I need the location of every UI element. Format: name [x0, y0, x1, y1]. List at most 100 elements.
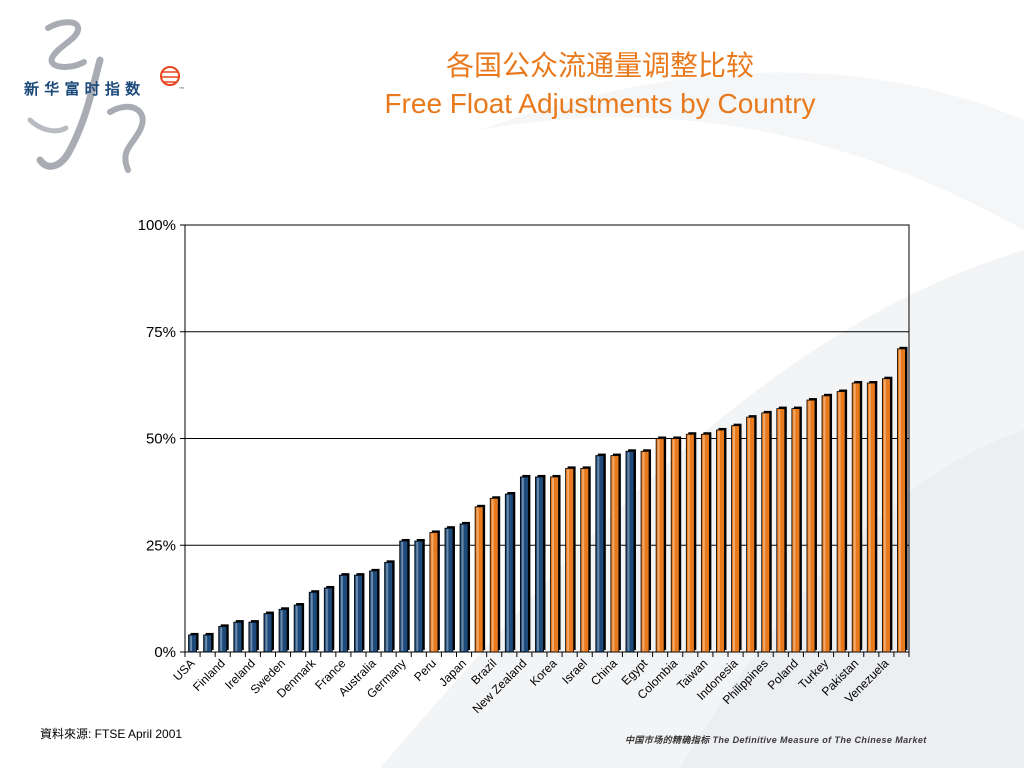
y-tick-label: 0% — [154, 644, 176, 661]
bar-highlight — [340, 576, 343, 651]
bar-highlight — [461, 524, 464, 651]
bar-highlight — [778, 409, 781, 651]
bar-face — [263, 613, 273, 653]
bar-face — [323, 587, 333, 653]
bar-face — [278, 608, 288, 653]
bar-face — [384, 561, 394, 653]
bar — [836, 389, 848, 653]
bar — [414, 538, 425, 653]
bar-highlight — [371, 571, 374, 651]
bar — [806, 398, 817, 653]
bar-highlight — [325, 588, 328, 651]
bar-highlight — [416, 541, 419, 651]
bar-highlight — [521, 477, 524, 651]
bar-highlight — [717, 430, 720, 651]
bar — [655, 436, 667, 653]
bar — [625, 449, 636, 653]
bar-face — [444, 527, 454, 653]
bar-face — [685, 433, 695, 653]
bar-face — [248, 621, 258, 653]
bar-highlight — [386, 563, 389, 651]
bar-highlight — [280, 610, 283, 651]
y-tick-label: 100% — [138, 217, 176, 234]
bar — [897, 346, 908, 653]
bar-highlight — [446, 529, 449, 651]
page-title-english: Free Float Adjustments by Country — [384, 88, 816, 119]
bar-face — [700, 433, 710, 653]
bar-face — [429, 532, 439, 653]
bar — [489, 496, 501, 653]
bar-face — [535, 476, 544, 653]
bar-highlight — [642, 452, 645, 651]
bar-highlight — [355, 576, 358, 651]
bar — [595, 453, 606, 653]
x-tick-label: Poland — [765, 656, 801, 692]
bar-highlight — [898, 349, 901, 651]
x-tick-label: China — [588, 656, 620, 688]
logo-trademark: ™ — [178, 86, 185, 94]
bar-face — [670, 438, 680, 653]
bar-face — [866, 382, 876, 653]
bar — [338, 573, 350, 653]
bar-face — [399, 540, 409, 653]
bar — [369, 568, 380, 653]
bar-highlight — [190, 635, 193, 651]
bar-highlight — [853, 383, 856, 651]
bar-face — [293, 604, 303, 653]
y-tick-label: 75% — [146, 324, 176, 341]
bar-highlight — [748, 418, 751, 651]
bar-face — [761, 412, 771, 653]
bar-highlight — [220, 627, 223, 651]
x-tick-label: Peru — [411, 656, 439, 684]
bar — [293, 603, 305, 653]
bar-highlight — [205, 635, 208, 651]
bar-highlight — [763, 413, 766, 651]
bar-face — [836, 391, 846, 653]
bar-face — [565, 467, 575, 653]
source-note: 資料來源: FTSE April 2001 — [40, 727, 183, 741]
bar — [670, 436, 682, 653]
bar-highlight — [612, 456, 615, 651]
page-title-chinese: 各国公众流通量调整比较 — [445, 49, 754, 82]
bar-highlight — [657, 439, 660, 651]
bar-face — [308, 591, 318, 653]
bar-highlight — [265, 614, 268, 651]
y-tick-label: 50% — [146, 431, 176, 448]
bar-face — [580, 467, 590, 653]
bar-face — [218, 625, 228, 653]
bar-face — [474, 506, 484, 653]
bar — [685, 432, 697, 653]
bar-highlight — [250, 623, 253, 651]
bar-face — [489, 497, 499, 653]
bar — [716, 427, 727, 653]
bar — [444, 526, 455, 653]
bars-layer — [188, 346, 908, 653]
bar-face — [550, 476, 559, 653]
bar-highlight — [733, 426, 736, 651]
bar — [881, 376, 893, 653]
bar — [700, 432, 712, 653]
bar-highlight — [491, 499, 494, 651]
logo-text: 新 华 富 时 指 数 — [24, 80, 141, 98]
bar-face — [746, 416, 756, 653]
bar-face — [821, 395, 831, 653]
bar — [188, 632, 199, 653]
bar — [263, 611, 274, 653]
bar-face — [897, 348, 906, 653]
bar-highlight — [431, 533, 434, 651]
bar — [203, 632, 214, 653]
bar — [791, 406, 802, 653]
bar-face — [806, 399, 816, 653]
bar-highlight — [536, 477, 539, 651]
bar — [429, 530, 440, 653]
bar-highlight — [552, 477, 555, 651]
bar — [323, 585, 335, 653]
bar-highlight — [506, 495, 509, 651]
xinhua-ftse-logo: 新 华 富 时 指 数 ™ — [24, 19, 185, 173]
bar-highlight — [597, 456, 600, 651]
bar-highlight — [310, 593, 313, 651]
bar-highlight — [627, 452, 630, 651]
bar — [550, 474, 561, 653]
bar-face — [655, 438, 665, 653]
bar — [399, 538, 410, 653]
